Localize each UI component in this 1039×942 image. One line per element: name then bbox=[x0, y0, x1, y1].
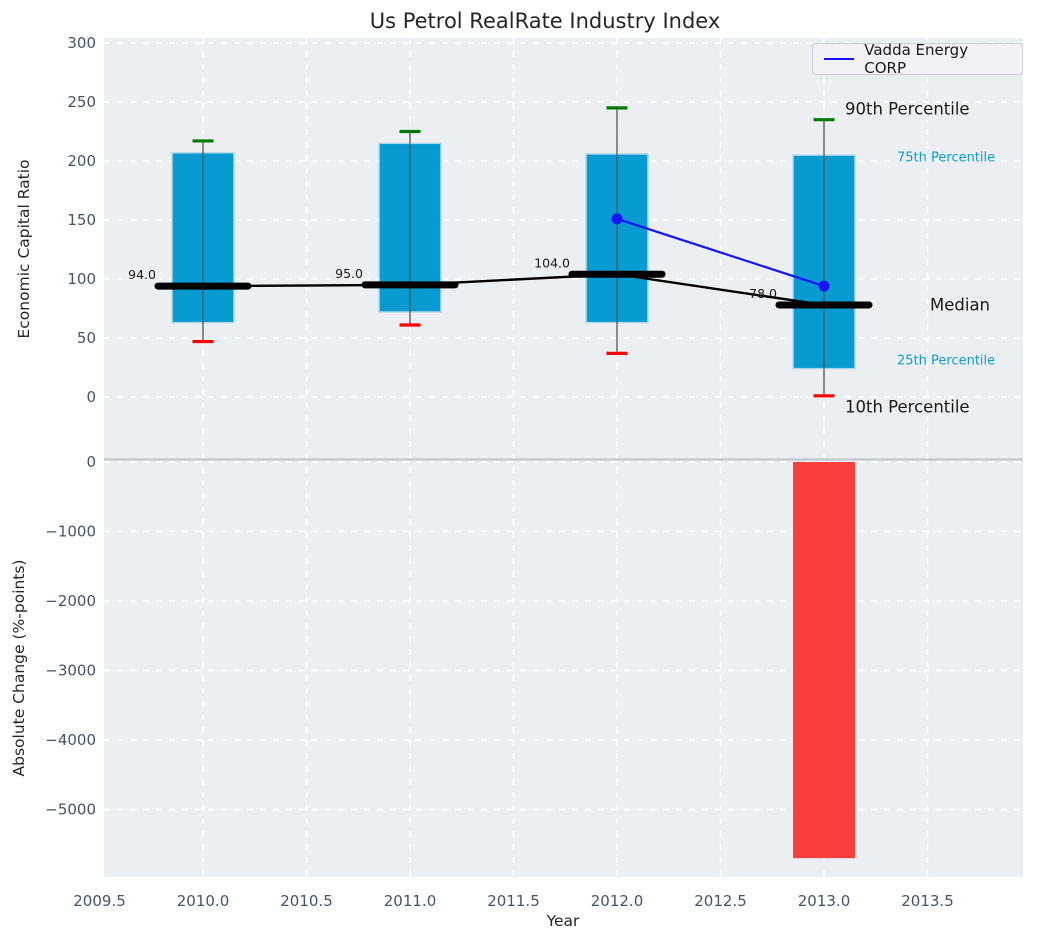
top-ytick-0: 0 bbox=[86, 388, 96, 406]
xtick-2013.5: 2013.5 bbox=[901, 892, 954, 910]
plot-background bbox=[104, 38, 1023, 877]
annotation-10th-percentile: 10th Percentile bbox=[845, 397, 970, 417]
top-y-axis-label: Economic Capital Ratio bbox=[15, 159, 33, 339]
bottom-y-axis-label: Absolute Change (%-points) bbox=[10, 559, 28, 777]
bottom-ytick--4000: −4000 bbox=[45, 731, 96, 749]
series-marker bbox=[611, 213, 623, 225]
bottom-ytick-0: 0 bbox=[86, 453, 96, 471]
tick-labels: 0 50 100 150 200 250 300 0 −1000 −2000 −3000 −4000 −… bbox=[45, 34, 954, 910]
top-ytick-150: 150 bbox=[67, 211, 96, 229]
top-ytick-50: 50 bbox=[77, 329, 96, 347]
legend-line-swatch bbox=[824, 58, 855, 60]
xtick-2011.5: 2011.5 bbox=[487, 892, 540, 910]
gridlines bbox=[104, 38, 1023, 877]
top-ytick-250: 250 bbox=[67, 93, 96, 111]
bottom-ytick--5000: −5000 bbox=[45, 801, 96, 819]
xtick-2010.5: 2010.5 bbox=[280, 892, 333, 910]
median-connector-line bbox=[202, 273, 825, 307]
top-ytick-200: 200 bbox=[67, 152, 96, 170]
xtick-2011: 2011.0 bbox=[384, 892, 437, 910]
annotation-75th-percentile: 75th Percentile bbox=[897, 150, 996, 166]
annotation-90th-percentile: 90th Percentile bbox=[845, 99, 970, 119]
bottom-ytick--1000: −1000 bbox=[45, 523, 96, 541]
xtick-2012: 2012.0 bbox=[591, 892, 644, 910]
xtick-2009.5: 2009.5 bbox=[73, 892, 126, 910]
series-line-vadda-energy bbox=[616, 217, 825, 288]
bottom-bar-chart bbox=[793, 462, 855, 859]
legend-label: Vadda Energy CORP bbox=[864, 41, 969, 77]
xtick-2013: 2013.0 bbox=[798, 892, 851, 910]
x-axis-label: Year bbox=[546, 912, 580, 930]
annotation-median: Median bbox=[930, 295, 991, 315]
median-value-label-2013: 78.0 bbox=[749, 286, 777, 301]
xtick-2010: 2010.0 bbox=[177, 892, 230, 910]
median-value-label-2012: 104.0 bbox=[534, 255, 570, 270]
median-value-label-2010: 94.0 bbox=[128, 267, 156, 282]
bottom-ytick--2000: −2000 bbox=[45, 592, 96, 610]
change-bar-2013 bbox=[793, 462, 855, 859]
chart-title: Us Petrol RealRate Industry Index bbox=[369, 9, 721, 33]
top-ytick-300: 300 bbox=[67, 34, 96, 52]
legend: Vadda Energy CORP bbox=[812, 41, 1023, 77]
median-value-label-2011: 95.0 bbox=[335, 266, 363, 281]
annotation-25th-percentile: 25th Percentile bbox=[897, 353, 996, 369]
top-ytick-100: 100 bbox=[67, 270, 96, 288]
bottom-ytick--3000: −3000 bbox=[45, 662, 96, 680]
xtick-2012.5: 2012.5 bbox=[694, 892, 747, 910]
series-marker bbox=[818, 280, 830, 292]
